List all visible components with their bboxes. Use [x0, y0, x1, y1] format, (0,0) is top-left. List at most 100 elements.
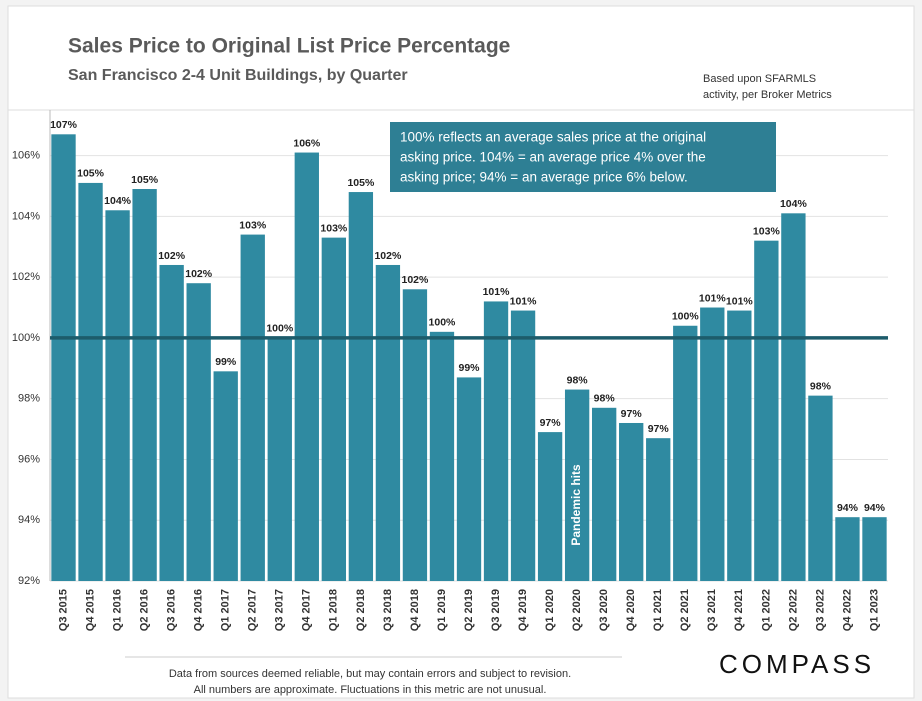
bar [781, 213, 806, 581]
value-label: 101% [510, 295, 538, 307]
x-tick-label: Q2 2016 [139, 589, 151, 631]
bar [754, 240, 779, 581]
bar [402, 289, 428, 581]
x-tick-label: Q1 2022 [760, 589, 772, 631]
bar [456, 377, 482, 581]
x-tick-label: Q1 2020 [544, 589, 556, 631]
x-tick-label: Q4 2020 [625, 589, 637, 631]
bar [564, 389, 590, 581]
value-label: 98% [810, 380, 832, 392]
x-tick-label: Q2 2019 [463, 589, 475, 631]
bar [673, 325, 698, 581]
value-label: 105% [77, 168, 105, 180]
value-label: 107% [50, 119, 78, 131]
value-label: 102% [185, 268, 213, 280]
footer-text: All numbers are approximate. Fluctuation… [194, 684, 547, 696]
footer-text: Data from sources deemed reliable, but m… [169, 668, 571, 680]
brand-logo: COMPASS [719, 649, 875, 679]
value-label: 101% [699, 292, 727, 304]
chart-subtitle: San Francisco 2-4 Unit Buildings, by Qua… [68, 67, 408, 84]
value-label: 98% [567, 374, 589, 386]
bar [619, 422, 644, 581]
x-tick-label: Q2 2018 [355, 589, 367, 631]
x-tick-label: Q3 2015 [57, 589, 69, 631]
x-tick-label: Q2 2020 [571, 589, 583, 631]
x-tick-label: Q2 2021 [679, 589, 691, 631]
annotation-text: 100% reflects an average sales price at … [400, 130, 706, 145]
bar [294, 152, 319, 581]
bar [348, 192, 374, 581]
y-tick-label: 106% [12, 149, 40, 161]
y-tick-label: 100% [12, 332, 40, 344]
value-label: 104% [780, 198, 808, 210]
y-tick-label: 98% [18, 393, 40, 405]
x-tick-label: Q2 2022 [787, 589, 799, 631]
value-label: 104% [104, 195, 132, 207]
y-tick-label: 94% [18, 514, 40, 526]
x-tick-label: Q3 2016 [166, 589, 178, 631]
x-tick-label: Q3 2017 [274, 589, 286, 631]
bar [159, 264, 184, 581]
bar [51, 134, 76, 581]
value-label: 103% [239, 219, 267, 231]
y-tick-label: 104% [12, 210, 40, 222]
x-tick-label: Q3 2022 [814, 589, 826, 631]
x-tick-label: Q4 2019 [517, 589, 529, 631]
value-label: 100% [266, 323, 294, 335]
value-label: 97% [648, 423, 670, 435]
bar [483, 301, 509, 581]
value-label: 102% [158, 250, 186, 262]
bar [808, 395, 833, 581]
x-tick-label: Q4 2021 [733, 589, 745, 631]
bar [105, 210, 130, 582]
value-label: 97% [540, 417, 562, 429]
bar [700, 307, 725, 581]
bar [78, 182, 103, 582]
x-tick-label: Q2 2017 [247, 589, 259, 631]
x-tick-label: Q1 2017 [220, 589, 232, 631]
annotation-text: asking price. 104% = an average price 4%… [400, 150, 706, 165]
x-tick-label: Q4 2018 [409, 589, 421, 631]
value-label: 100% [429, 317, 457, 329]
x-tick-label: Q3 2018 [382, 589, 394, 631]
value-label: 103% [320, 222, 348, 234]
x-tick-label: Q1 2018 [328, 589, 340, 631]
bar [375, 264, 401, 581]
bar [213, 371, 238, 581]
value-label: 99% [458, 362, 480, 374]
x-tick-label: Q1 2019 [436, 589, 448, 631]
value-label: 102% [374, 250, 402, 262]
event-label: Pandemic hits [569, 464, 583, 546]
value-label: 101% [483, 286, 511, 298]
x-tick-label: Q1 2023 [868, 589, 880, 631]
bar [646, 438, 671, 581]
value-label: 94% [837, 502, 859, 514]
x-tick-label: Q1 2016 [111, 589, 123, 631]
bar [321, 237, 347, 582]
chart-title: Sales Price to Original List Price Perce… [68, 35, 510, 58]
bar [591, 407, 617, 581]
value-label: 94% [864, 502, 886, 514]
x-tick-label: Q4 2022 [841, 589, 853, 631]
bar [186, 283, 211, 581]
x-tick-label: Q1 2021 [652, 589, 664, 631]
y-tick-label: 102% [12, 271, 40, 283]
bar [727, 310, 752, 581]
y-tick-label: 92% [18, 575, 40, 587]
annotation-text: asking price; 94% = an average price 6% … [400, 170, 688, 185]
bar [240, 234, 265, 581]
x-tick-label: Q3 2019 [490, 589, 502, 631]
x-tick-label: Q4 2015 [84, 589, 96, 631]
value-label: 98% [594, 393, 616, 405]
value-label: 105% [131, 174, 159, 186]
x-tick-label: Q3 2021 [706, 589, 718, 631]
x-tick-label: Q4 2016 [193, 589, 205, 631]
bar [429, 331, 455, 581]
value-label: 97% [621, 408, 643, 420]
value-label: 103% [753, 225, 781, 237]
value-label: 105% [347, 177, 375, 189]
bar [835, 517, 860, 581]
bar [862, 517, 887, 581]
x-tick-label: Q3 2020 [598, 589, 610, 631]
